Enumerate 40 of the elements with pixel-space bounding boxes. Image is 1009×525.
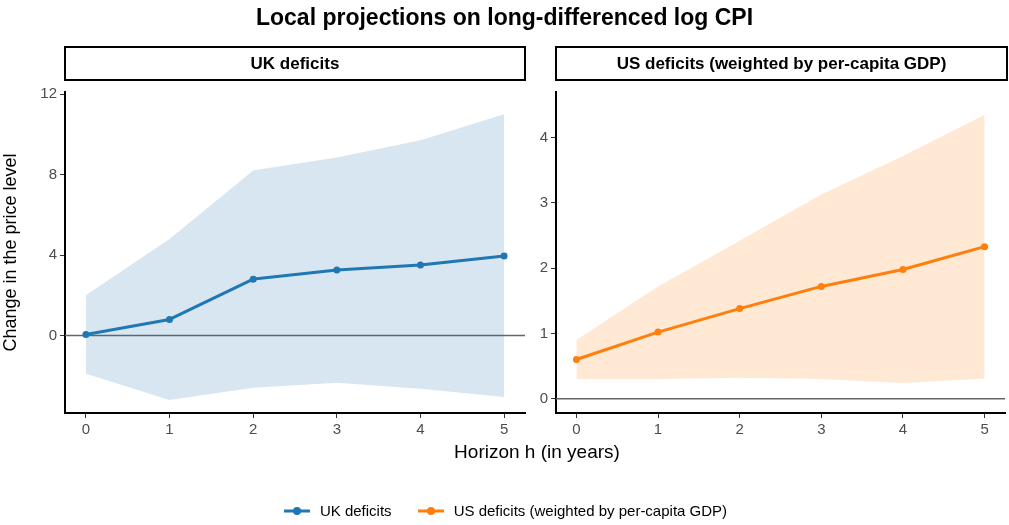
x-tick-label: 4 <box>898 420 908 438</box>
x-tick-label: 0 <box>81 420 91 438</box>
chart-subtitle: US deficits (weighted by per-capita GDP) <box>555 46 1008 81</box>
y-tick-label: 3 <box>539 193 548 211</box>
x-tick-label: 4 <box>416 420 425 438</box>
y-tick-label: 0 <box>539 388 548 406</box>
point <box>82 331 90 339</box>
x-tick-label: 2 <box>735 420 744 438</box>
point <box>166 315 174 323</box>
x-tick-label: 3 <box>817 420 826 438</box>
point <box>572 356 580 363</box>
chart-title: Local projections on long-differenced log CPI <box>254 4 755 31</box>
chart-subtitle: UK deficits <box>64 46 526 81</box>
y-tick-label: 4 <box>48 245 57 263</box>
point <box>333 266 341 274</box>
x-tick-label: 3 <box>332 420 341 438</box>
point <box>736 305 744 313</box>
y-tick-label: 4 <box>539 127 548 145</box>
x-tick-label: 1 <box>165 420 174 438</box>
point <box>500 252 508 260</box>
point <box>899 265 907 273</box>
x-tick-label: 5 <box>499 420 509 438</box>
x-tick-label: 0 <box>572 420 581 438</box>
x-axis-title: Horizon h (in years) <box>453 441 621 463</box>
y-tick-label: 0 <box>48 325 57 343</box>
y-tick-label: 12 <box>40 84 57 102</box>
x-tick-label: 1 <box>653 420 663 438</box>
point <box>416 261 424 269</box>
legend-label: UK deficits <box>319 502 392 519</box>
point <box>654 328 662 336</box>
y-tick-label: 2 <box>539 258 548 276</box>
x-tick-label: 5 <box>980 420 989 438</box>
point <box>817 282 825 290</box>
point <box>249 275 257 283</box>
y-axis-title: Change in the price level <box>0 153 20 352</box>
x-tick-label: 2 <box>249 420 258 438</box>
y-tick-label: 8 <box>48 164 57 182</box>
legend-label: US deficits (weighted by per-capita GDP) <box>453 502 728 519</box>
y-tick-label: 1 <box>539 323 548 341</box>
point <box>981 243 989 251</box>
